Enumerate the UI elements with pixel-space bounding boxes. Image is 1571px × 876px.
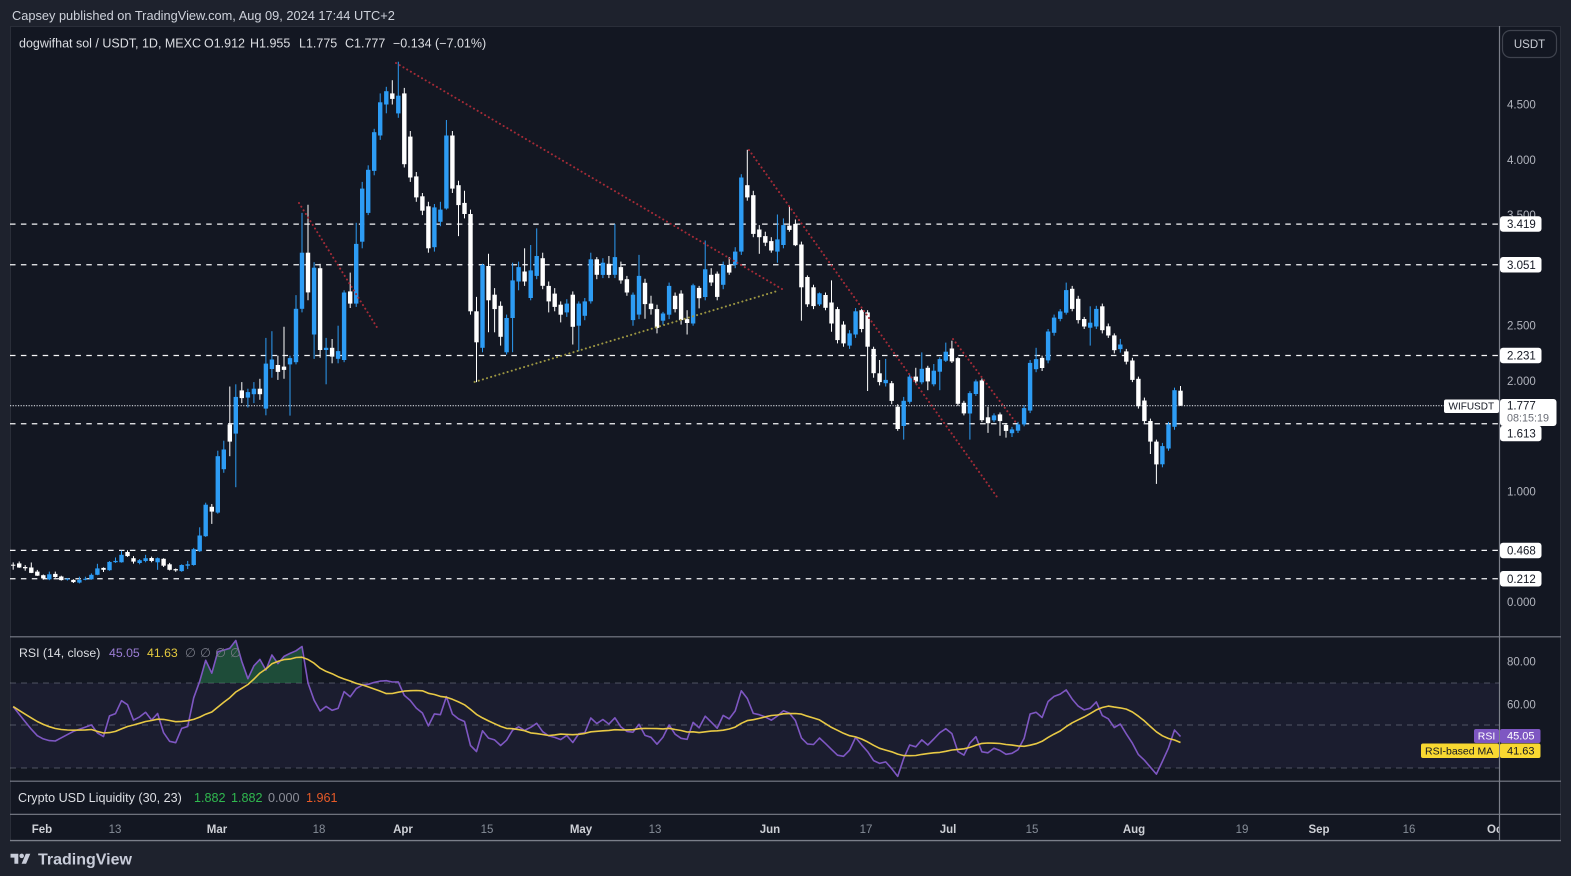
svg-text:3.419: 3.419 [1507, 219, 1536, 231]
svg-text:Oct: Oct [1487, 824, 1506, 836]
svg-text:18: 18 [313, 824, 326, 836]
svg-text:13: 13 [649, 824, 662, 836]
svg-text:08:15:19: 08:15:19 [1507, 413, 1549, 425]
svg-text:16: 16 [1403, 824, 1416, 836]
svg-text:13: 13 [109, 824, 122, 836]
svg-text:Jun: Jun [760, 824, 780, 836]
svg-text:17: 17 [860, 824, 873, 836]
svg-text:2.500: 2.500 [1507, 321, 1536, 333]
svg-text:dogwifhat sol / USDT, 1D, MEXC: dogwifhat sol / USDT, 1D, MEXC O1.912 H1.9… [19, 37, 486, 51]
svg-text:0.468: 0.468 [1507, 545, 1536, 557]
svg-text:45.05: 45.05 [1507, 731, 1535, 743]
svg-text:2.000: 2.000 [1507, 376, 1536, 388]
svg-text:RSI: RSI [1478, 731, 1496, 743]
svg-text:RSI-based MA: RSI-based MA [1425, 746, 1493, 758]
svg-text:USDT: USDT [1514, 39, 1545, 51]
svg-text:0.212: 0.212 [1507, 574, 1536, 586]
svg-text:May: May [570, 824, 593, 836]
svg-text:19: 19 [1236, 824, 1249, 836]
svg-text:Crypto USD Liquidity (30, 23)1: Crypto USD Liquidity (30, 23) 1.882 1.882 0… [18, 791, 338, 805]
svg-text:41.63: 41.63 [1507, 746, 1535, 758]
svg-text:Capsey published on TradingVie: Capsey published on TradingView.com, Aug… [12, 8, 395, 23]
svg-text:Apr: Apr [393, 824, 413, 836]
svg-text:1.613: 1.613 [1507, 429, 1536, 441]
svg-text:WIFUSDT: WIFUSDT [1449, 402, 1495, 413]
svg-text:Sep: Sep [1308, 824, 1329, 836]
svg-text:1.000: 1.000 [1507, 487, 1536, 499]
svg-text:Jul: Jul [940, 824, 957, 836]
svg-text:0.000: 0.000 [1507, 597, 1536, 609]
svg-text:4.500: 4.500 [1507, 100, 1536, 112]
svg-text:2.231: 2.231 [1507, 350, 1536, 362]
svg-text:80.00: 80.00 [1507, 657, 1536, 669]
svg-text:15: 15 [1026, 824, 1039, 836]
svg-text:Mar: Mar [207, 824, 228, 836]
svg-text:1.777: 1.777 [1507, 401, 1536, 413]
svg-text:15: 15 [481, 824, 494, 836]
svg-text:3.051: 3.051 [1507, 260, 1536, 272]
svg-text:TradingView: TradingView [38, 852, 133, 869]
svg-text:60.00: 60.00 [1507, 700, 1536, 712]
svg-text:4.000: 4.000 [1507, 155, 1536, 167]
svg-text:Aug: Aug [1123, 824, 1145, 836]
svg-text:Feb: Feb [32, 824, 52, 836]
